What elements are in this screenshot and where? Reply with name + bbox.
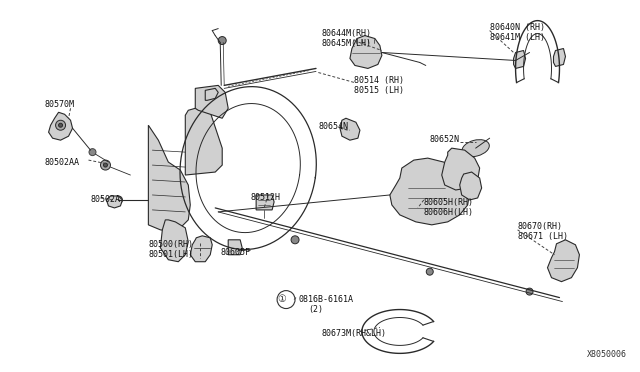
Circle shape bbox=[218, 36, 226, 45]
Circle shape bbox=[291, 236, 299, 244]
Polygon shape bbox=[186, 108, 222, 175]
Circle shape bbox=[89, 149, 96, 155]
Text: 80502AA: 80502AA bbox=[45, 158, 79, 167]
Circle shape bbox=[104, 163, 108, 167]
Polygon shape bbox=[190, 236, 212, 262]
Text: 80605F: 80605F bbox=[220, 248, 250, 257]
Polygon shape bbox=[460, 172, 482, 200]
Polygon shape bbox=[256, 195, 274, 210]
Polygon shape bbox=[350, 36, 382, 68]
Circle shape bbox=[426, 268, 433, 275]
Polygon shape bbox=[148, 125, 190, 232]
Text: 80641M (LH): 80641M (LH) bbox=[490, 33, 545, 42]
Circle shape bbox=[59, 123, 63, 127]
Polygon shape bbox=[195, 86, 228, 118]
Ellipse shape bbox=[462, 140, 490, 157]
Polygon shape bbox=[228, 240, 242, 255]
Text: 80515 (LH): 80515 (LH) bbox=[354, 86, 404, 95]
Text: ①: ① bbox=[278, 294, 287, 304]
Text: 80502A: 80502A bbox=[90, 195, 120, 204]
Text: 80570M: 80570M bbox=[45, 100, 75, 109]
Text: 0816B-6161A: 0816B-6161A bbox=[298, 295, 353, 304]
Circle shape bbox=[115, 196, 122, 204]
Text: 80652N: 80652N bbox=[430, 135, 460, 144]
Polygon shape bbox=[340, 118, 360, 140]
Polygon shape bbox=[554, 48, 566, 67]
Circle shape bbox=[100, 160, 111, 170]
Polygon shape bbox=[390, 158, 470, 225]
Text: 80644M(RH): 80644M(RH) bbox=[322, 29, 372, 38]
Circle shape bbox=[56, 120, 65, 130]
Polygon shape bbox=[547, 240, 579, 282]
Circle shape bbox=[526, 288, 533, 295]
Polygon shape bbox=[442, 148, 479, 190]
Text: 80500(RH): 80500(RH) bbox=[148, 240, 193, 249]
Text: X8050006: X8050006 bbox=[588, 350, 627, 359]
Text: 80654N: 80654N bbox=[318, 122, 348, 131]
Polygon shape bbox=[513, 51, 525, 68]
Polygon shape bbox=[161, 220, 188, 262]
Text: 80671 (LH): 80671 (LH) bbox=[518, 232, 568, 241]
Text: 80670(RH): 80670(RH) bbox=[518, 222, 563, 231]
Text: 80673M(RH&LH): 80673M(RH&LH) bbox=[322, 330, 387, 339]
Text: 80512H: 80512H bbox=[250, 193, 280, 202]
Text: 80501(LH): 80501(LH) bbox=[148, 250, 193, 259]
Text: 80640N (RH): 80640N (RH) bbox=[490, 23, 545, 32]
Text: 80514 (RH): 80514 (RH) bbox=[354, 76, 404, 86]
Polygon shape bbox=[106, 196, 122, 208]
Text: 80645M(LH): 80645M(LH) bbox=[322, 39, 372, 48]
Text: 80606H(LH): 80606H(LH) bbox=[424, 208, 474, 217]
Polygon shape bbox=[49, 112, 72, 140]
Text: 80605H(RH): 80605H(RH) bbox=[424, 198, 474, 207]
Text: (2): (2) bbox=[308, 305, 323, 314]
Polygon shape bbox=[205, 89, 218, 100]
